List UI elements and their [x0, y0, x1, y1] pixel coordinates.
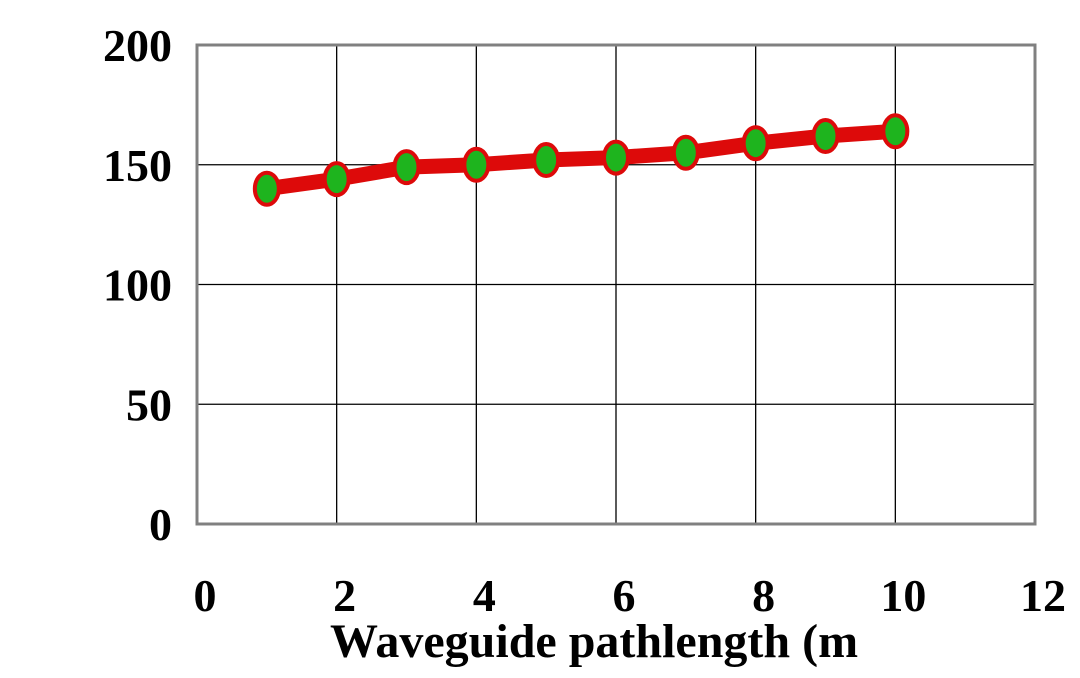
y-tick-label: 100	[103, 260, 172, 311]
x-axis-label: Waveguide pathlength (m	[330, 615, 859, 668]
x-tick-label: 10	[880, 570, 926, 621]
x-tick-label: 12	[1020, 570, 1066, 621]
series	[252, 113, 910, 207]
y-tick-label: 150	[103, 140, 172, 191]
y-tick-label: 50	[126, 379, 172, 430]
x-tick-label: 6	[613, 570, 636, 621]
plot-area-border	[195, 43, 1037, 526]
y-tick-label: 200	[103, 20, 172, 71]
data-point	[881, 113, 910, 150]
data-point	[322, 161, 351, 198]
x-tick-label: 8	[752, 570, 775, 621]
data-point	[671, 134, 700, 171]
x-tick-label: 2	[333, 570, 356, 621]
y-tick-labels: 0 50 100 150 200	[103, 20, 172, 550]
data-point	[602, 139, 630, 176]
data-point	[532, 141, 561, 178]
series-line	[265, 123, 896, 197]
x-tick-labels: 0 2 4 6 8 10 12	[194, 570, 1067, 621]
x-tick-label: 4	[473, 570, 496, 621]
data-point	[392, 149, 421, 186]
x-tick-label: 0	[194, 570, 217, 621]
data-point	[741, 125, 770, 162]
grid	[196, 44, 1036, 525]
data-point	[462, 146, 491, 183]
y-tick-label: 0	[149, 499, 172, 550]
data-point	[252, 170, 281, 207]
data-point	[811, 118, 840, 155]
